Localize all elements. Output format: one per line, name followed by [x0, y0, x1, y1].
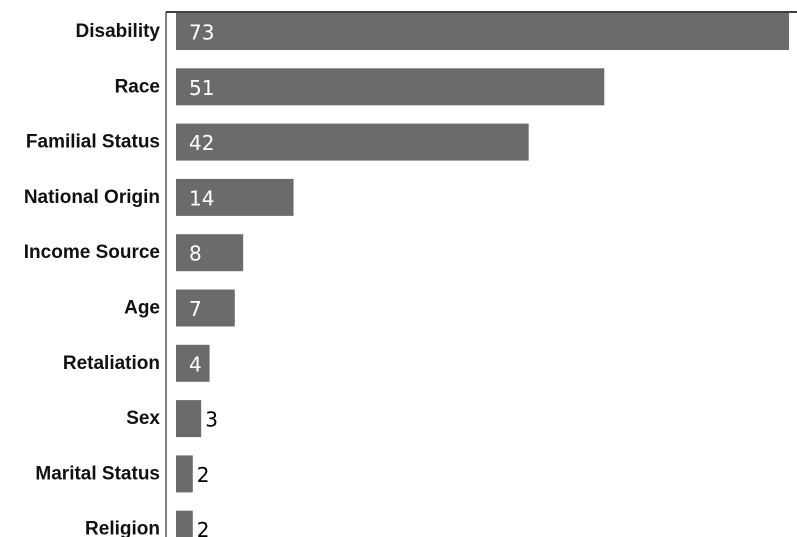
bar-religion — [176, 510, 193, 537]
value-label-sex: 3 — [205, 408, 218, 432]
value-label-familial-status: 42 — [189, 131, 214, 155]
category-label-religion: Religion — [85, 519, 160, 537]
value-label-religion: 2 — [197, 518, 210, 537]
category-label-income-source: Income Source — [24, 242, 160, 263]
bar-income-source — [176, 234, 244, 272]
bar-disability — [176, 13, 789, 50]
value-label-national-origin: 14 — [189, 186, 214, 210]
bar-age — [176, 289, 235, 327]
value-label-marital-status: 2 — [197, 463, 210, 487]
bar-marital-status — [176, 455, 193, 493]
category-label-familial-status: Familial Status — [26, 132, 160, 153]
value-label-income-source: 8 — [189, 242, 202, 266]
category-label-race: Race — [115, 76, 160, 97]
bar-national-origin — [176, 178, 294, 216]
category-label-sex: Sex — [126, 408, 160, 429]
bar-race — [176, 68, 605, 106]
category-label-marital-status: Marital Status — [35, 463, 160, 484]
category-label-disability: Disability — [76, 21, 161, 42]
category-label-retaliation: Retaliation — [63, 353, 160, 374]
value-label-age: 7 — [189, 297, 202, 321]
category-label-national-origin: National Origin — [24, 187, 160, 208]
value-label-retaliation: 4 — [189, 352, 202, 376]
bar-retaliation — [176, 344, 210, 382]
category-label-age: Age — [124, 298, 160, 319]
value-label-race: 51 — [189, 76, 214, 100]
bar-sex — [176, 400, 202, 438]
bar-familial-status — [176, 123, 529, 161]
value-label-disability: 73 — [189, 21, 214, 45]
